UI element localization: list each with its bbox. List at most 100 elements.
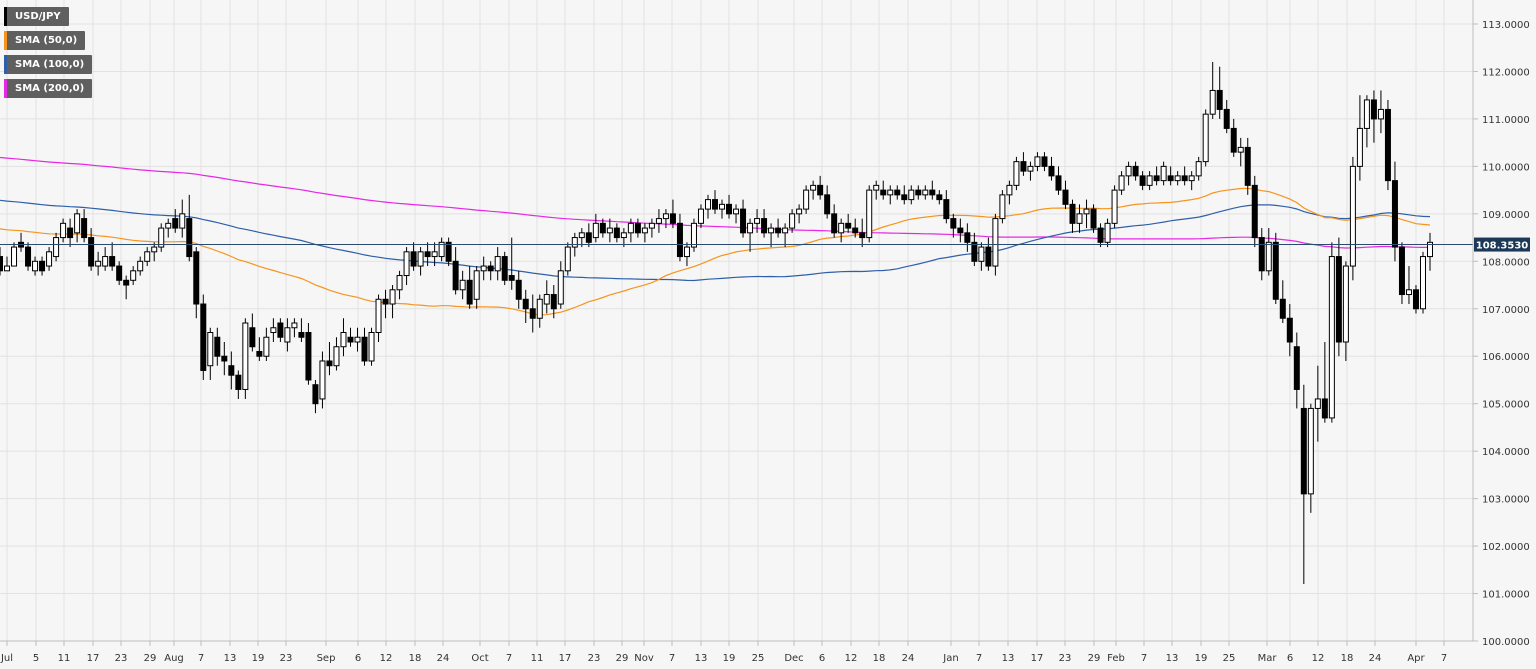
legend-item-sma200[interactable]: SMA (200,0) xyxy=(4,79,93,98)
candle-bearish xyxy=(466,279,473,305)
candle-bullish xyxy=(1419,256,1426,310)
candle-bullish xyxy=(1202,113,1209,163)
y-tick-label: 113.0000 xyxy=(1482,20,1530,31)
candle-bearish xyxy=(1153,175,1160,182)
candle-bullish xyxy=(592,222,599,239)
candle-bullish xyxy=(1083,208,1090,215)
candle-bearish xyxy=(1370,99,1377,120)
candle-bearish xyxy=(214,336,221,357)
candle-bearish xyxy=(1293,346,1300,390)
x-tick-label: 23 xyxy=(280,653,293,664)
candle-bullish xyxy=(1006,184,1013,196)
candle-bearish xyxy=(1132,165,1139,177)
candle-bearish xyxy=(740,208,747,234)
candle-bearish xyxy=(172,218,179,229)
x-tick-label: 12 xyxy=(845,653,858,664)
candle-bullish xyxy=(606,227,613,234)
candle-bullish xyxy=(922,189,929,196)
candle-bullish xyxy=(1377,108,1384,120)
candle-bullish xyxy=(1237,146,1244,153)
candle-bearish xyxy=(1300,407,1307,495)
candle-bearish xyxy=(943,199,950,220)
candle-bullish xyxy=(1160,165,1167,182)
x-tick-label: Sep xyxy=(317,653,336,664)
candle-bullish xyxy=(396,275,403,291)
candle-bullish xyxy=(1146,175,1153,186)
candle-bullish xyxy=(1027,165,1034,172)
x-tick-label: 13 xyxy=(695,653,708,664)
candle-bearish xyxy=(775,227,782,234)
candle-bearish xyxy=(915,189,922,196)
y-tick-label: 106.0000 xyxy=(1482,352,1530,363)
candle-bearish xyxy=(964,232,971,243)
candle-bearish xyxy=(831,213,838,234)
candle-bearish xyxy=(1258,237,1265,272)
legend-item-sma100[interactable]: SMA (100,0) xyxy=(4,55,93,74)
sma-100-line xyxy=(0,199,1431,282)
y-tick-label: 103.0000 xyxy=(1482,495,1530,506)
candle-bullish xyxy=(270,327,277,333)
x-tick-label: Feb xyxy=(1107,653,1125,664)
candle-bullish xyxy=(704,199,711,210)
legend-item-usdjpy[interactable]: USD/JPY xyxy=(4,7,69,26)
candle-bullish xyxy=(754,218,761,224)
candle-bearish xyxy=(116,265,123,281)
candle-bearish xyxy=(501,256,508,281)
legend-label: SMA (200,0) xyxy=(15,83,85,94)
candle-bearish xyxy=(445,241,452,262)
y-tick-label: 102.0000 xyxy=(1482,542,1530,553)
candle-bearish xyxy=(824,194,831,215)
x-axis-labels: Jul 5 11 17 23 29 Aug 7 13 19 23 Sep 6 12 18 24 Oct 7 11 17… xyxy=(0,641,1447,664)
candle-bearish xyxy=(277,322,284,338)
x-tick-label: 13 xyxy=(1002,653,1015,664)
sma-50-line xyxy=(0,187,1431,316)
candle-bullish xyxy=(1356,127,1363,167)
candle-bearish xyxy=(1244,146,1251,186)
candle-bullish xyxy=(494,256,501,272)
y-axis-labels: 100.0000 101.0000 102.0000 103.0000 104.0000… xyxy=(1473,20,1530,648)
candle-bearish xyxy=(1230,127,1237,153)
candle-bearish xyxy=(1251,184,1258,239)
legend-label: USD/JPY xyxy=(15,11,61,22)
candle-bearish xyxy=(1055,175,1062,191)
candle-bearish xyxy=(228,365,235,376)
x-tick-label: 18 xyxy=(409,653,422,664)
candle-bearish xyxy=(817,184,824,196)
legend-item-sma50[interactable]: SMA (50,0) xyxy=(4,31,86,50)
candle-bearish xyxy=(1272,241,1279,300)
candle-bullish xyxy=(130,270,137,281)
candle-bearish xyxy=(487,265,494,272)
candle-bullish xyxy=(165,222,172,229)
y-tick-label: 112.0000 xyxy=(1482,67,1530,78)
x-tick-label: 25 xyxy=(1223,653,1236,664)
plot-area xyxy=(0,0,1473,641)
candle-bullish xyxy=(1314,398,1321,409)
x-tick-label: 19 xyxy=(252,653,265,664)
candle-bullish xyxy=(733,208,740,215)
legend-label: SMA (100,0) xyxy=(15,59,85,70)
candle-bullish xyxy=(438,241,445,258)
sma-lines xyxy=(0,156,1431,316)
candle-bearish xyxy=(845,222,852,229)
candle-bullish xyxy=(719,203,726,210)
candle-bearish xyxy=(88,237,95,267)
candle-bullish xyxy=(459,279,466,291)
candle-bearish xyxy=(1384,108,1391,182)
candle-bearish xyxy=(1412,289,1419,310)
x-tick-label: 5 xyxy=(33,653,39,664)
candle-bullish xyxy=(557,270,564,305)
y-tick-label: 101.0000 xyxy=(1482,590,1530,601)
candle-bearish xyxy=(585,232,592,243)
candle-bullish xyxy=(978,246,985,262)
legend-swatch xyxy=(4,7,7,26)
x-tick-label: 7 xyxy=(669,653,675,664)
candle-bearish xyxy=(1048,165,1055,177)
candle-bearish xyxy=(256,350,263,357)
x-tick-label: 13 xyxy=(224,653,237,664)
y-tick-label: 111.0000 xyxy=(1482,115,1530,126)
candle-bullish xyxy=(4,265,11,272)
candle-bearish xyxy=(676,222,683,258)
last-price-tag: 108.3530 xyxy=(1474,237,1530,252)
candle-bearish xyxy=(1321,398,1328,419)
